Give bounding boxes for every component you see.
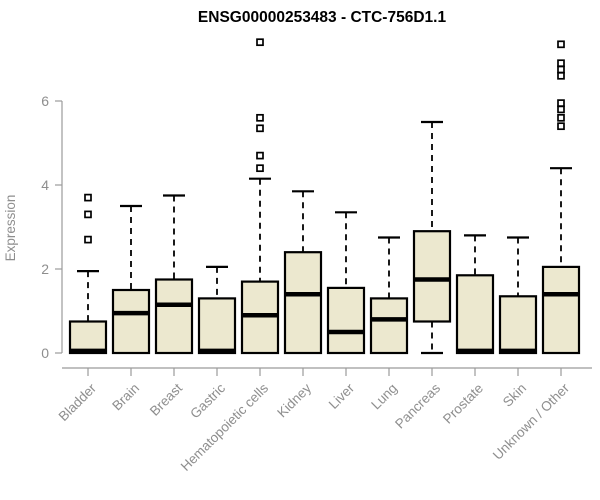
- outlier-point-unknown-other: [557, 113, 565, 122]
- box-group-lung: [369, 236, 409, 355]
- box-group-unknown-other: [541, 40, 581, 355]
- box-group-gastric: [197, 265, 237, 355]
- outlier-point-unknown-other: [557, 59, 565, 68]
- outlier-point-hematopoietic-cells: [256, 164, 264, 173]
- x-label-bladder: Bladder: [56, 380, 100, 424]
- x-label-kidney: Kidney: [274, 380, 314, 420]
- y-tick-label: 6: [41, 93, 49, 109]
- outlier-point-unknown-other: [557, 40, 565, 49]
- box-prostate: [455, 274, 495, 355]
- outlier-point-bladder: [84, 210, 92, 219]
- x-label-breast: Breast: [147, 380, 185, 418]
- box-unknown-other: [541, 265, 581, 355]
- box-group-hematopoietic-cells: [240, 38, 280, 355]
- chart-title: ENSG00000253483 - CTC-756D1.1: [198, 9, 447, 26]
- outlier-point-unknown-other: [557, 65, 565, 74]
- x-label-gastric: Gastric: [187, 380, 228, 421]
- box-kidney: [283, 251, 323, 355]
- outlier-point-unknown-other: [557, 105, 565, 114]
- box-brain: [111, 288, 151, 355]
- y-axis: [55, 100, 63, 354]
- outlier-point-bladder: [84, 235, 92, 244]
- outlier-point-unknown-other: [557, 71, 565, 80]
- outlier-point-hematopoietic-cells: [256, 38, 264, 47]
- outlier-point-unknown-other: [557, 99, 565, 107]
- y-axis-label: Expression: [3, 195, 18, 262]
- box-liver: [326, 286, 366, 355]
- x-axis: [62, 367, 592, 376]
- x-label-brain: Brain: [109, 381, 142, 414]
- box-group-skin: [498, 236, 538, 355]
- box-skin: [498, 295, 538, 355]
- box-group-kidney: [283, 190, 323, 355]
- y-tick-label: 4: [41, 177, 49, 193]
- box-pancreas: [412, 230, 452, 323]
- outlier-point-hematopoietic-cells: [256, 113, 264, 122]
- outlier-point-bladder: [84, 193, 92, 202]
- x-label-pancreas: Pancreas: [392, 380, 443, 431]
- box-group-pancreas: [412, 120, 452, 355]
- x-label-skin: Skin: [500, 381, 529, 410]
- box-group-breast: [154, 194, 194, 355]
- box-bladder: [68, 320, 108, 355]
- box-breast: [154, 278, 194, 355]
- box-group-liver: [326, 211, 366, 355]
- outlier-point-hematopoietic-cells: [256, 151, 264, 160]
- box-lung: [369, 297, 409, 355]
- outlier-point-unknown-other: [557, 122, 565, 131]
- y-tick-label: 0: [41, 345, 49, 361]
- x-label-lung: Lung: [368, 381, 400, 413]
- box-group-prostate: [455, 234, 495, 355]
- y-tick-label: 2: [41, 261, 49, 277]
- box-gastric: [197, 297, 237, 355]
- outlier-point-hematopoietic-cells: [256, 124, 264, 133]
- x-label-liver: Liver: [326, 380, 358, 412]
- x-label-unknown-other: Unknown / Other: [490, 380, 573, 463]
- box-group-brain: [111, 204, 151, 355]
- box-group-bladder: [68, 193, 108, 355]
- x-label-prostate: Prostate: [440, 381, 486, 427]
